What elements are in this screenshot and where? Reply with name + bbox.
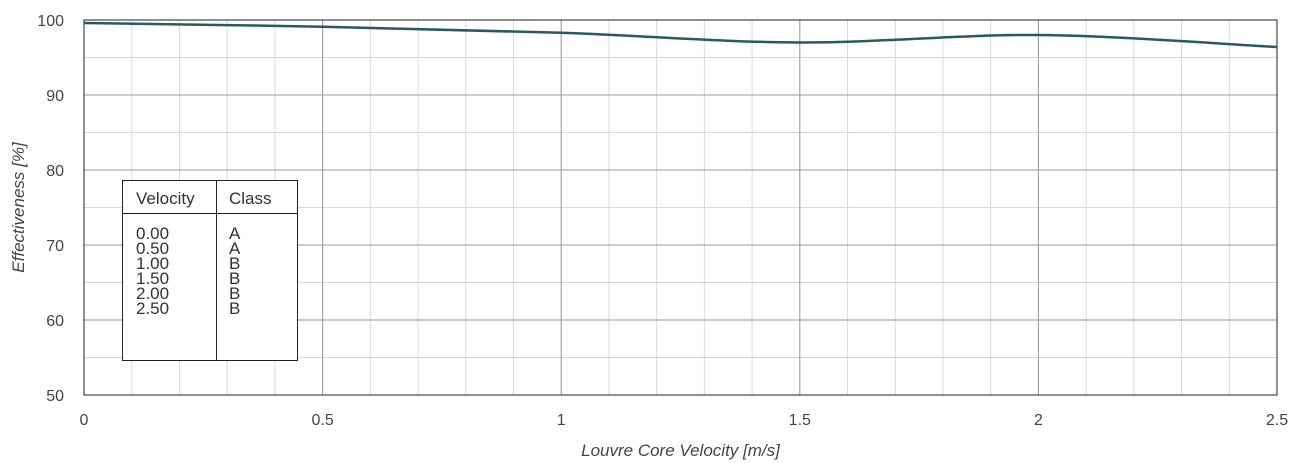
velocity-cell: 1.00 [136,254,170,273]
velocity-column: 0.00 0.50 1.00 1.50 2.00 2.50 [123,214,217,360]
y-tick-label: 50 [46,388,64,405]
x-tick-labels: 0 0.5 1 1.5 2 2.5 [80,412,1289,429]
x-tick-label: 1 [557,412,566,429]
x-tick-label: 2.5 [1266,412,1288,429]
x-tick-label: 1.5 [789,412,811,429]
class-cell: A [229,224,241,243]
class-cell: B [229,284,241,303]
velocity-cell: 0.50 [136,239,170,258]
y-tick-label: 60 [46,313,64,330]
plot-frame [83,19,1278,396]
x-tick-label: 0 [80,412,89,429]
effectiveness-series-line [83,21,1278,49]
class-cell: B [229,269,241,288]
x-tick-label: 0.5 [311,412,333,429]
velocity-class-table: Velocity Class 0.00 0.50 1.00 1.50 2.00 2.50 … [122,180,298,361]
class-cell: B [229,299,241,318]
y-tick-label: 100 [37,13,64,30]
y-axis-label: Effectiveness [%] [9,141,28,273]
x-axis-label: Louvre Core Velocity [m/s] [581,441,781,460]
y-tick-label: 90 [46,88,64,105]
y-tick-labels: 50 60 70 80 90 100 [37,13,64,405]
velocity-cell: 1.50 [136,269,170,288]
class-cell: A [229,239,241,258]
y-tick-label: 70 [46,238,64,255]
series-layer [83,21,1278,49]
header-class: Class [229,189,272,208]
y-tick-label: 80 [46,163,64,180]
table-header: Velocity Class [123,181,297,214]
velocity-cell: 2.50 [136,299,170,318]
velocity-cell: 2.00 [136,284,170,303]
class-cell: B [229,254,241,273]
x-tick-label: 2 [1034,412,1043,429]
header-velocity: Velocity [123,181,217,213]
velocity-cell: 0.00 [136,224,170,243]
